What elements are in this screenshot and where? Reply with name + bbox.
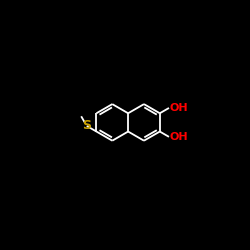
Text: OH: OH (170, 132, 188, 142)
Text: S: S (82, 120, 91, 132)
Text: OH: OH (170, 103, 188, 113)
